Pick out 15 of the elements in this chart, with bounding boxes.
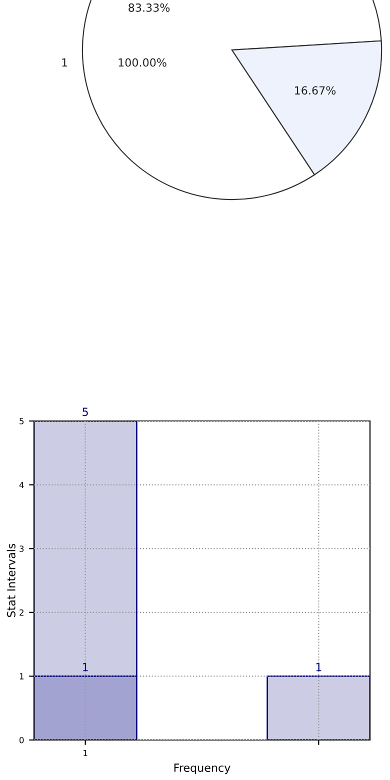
x-axis-title: Frequency: [174, 764, 230, 774]
text: 100.00%: [118, 58, 166, 67]
total-label: 5: [82, 408, 88, 416]
y-tick-label: 1: [20, 673, 24, 680]
data-label: 16.67%: [295, 86, 336, 95]
y-tick-label: 0: [20, 736, 24, 744]
y-tick-label: 5: [20, 418, 24, 424]
y-tick-label: 2: [20, 609, 24, 616]
y-tick-label: 4: [19, 482, 24, 488]
data-label: 1: [83, 663, 88, 672]
total-label: 1: [316, 663, 322, 672]
data-label: 83.33%: [128, 3, 170, 12]
text: 1: [62, 58, 67, 67]
y-axis-title: Stat Intervals: [6, 544, 16, 617]
y-tick-label: 3: [20, 546, 24, 552]
